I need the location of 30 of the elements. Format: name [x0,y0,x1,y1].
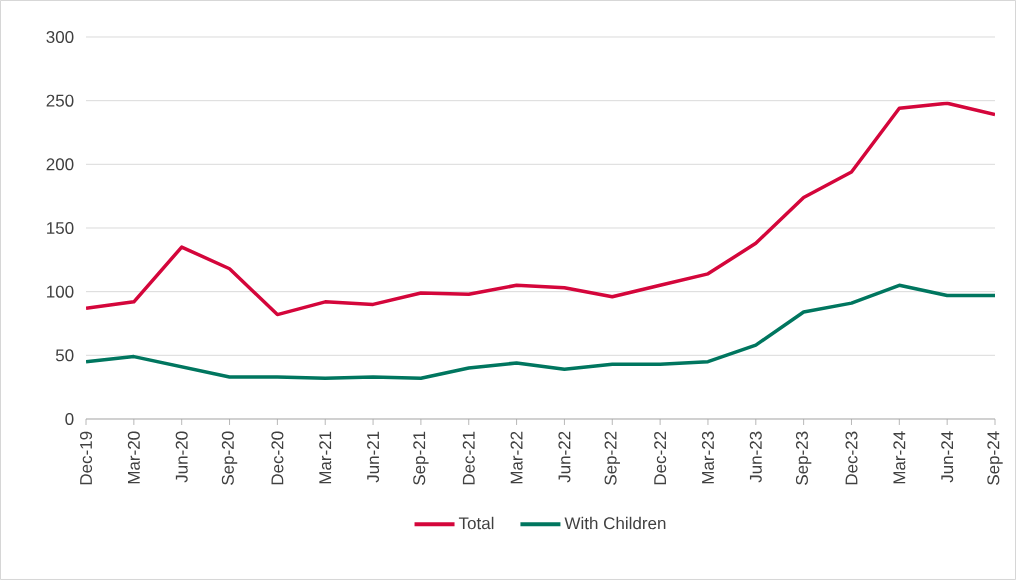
x-tick-label: Dec-21 [462,431,475,485]
x-tick-label: Jun-20 [175,431,188,483]
x-tick-label: Dec-19 [79,431,93,485]
y-tick-label: 50 [55,349,74,362]
x-tick-label: Sep-24 [987,431,1003,485]
x-tick-label: Sep-23 [795,431,812,485]
x-tick-label: Mar-22 [510,431,523,484]
x-tick-label: Dec-22 [654,431,667,485]
y-tick-label: 0 [65,412,74,426]
y-tick-label: 300 [46,30,74,44]
x-tick-label: Sep-20 [221,431,238,485]
x-tick-label: Mar-20 [127,431,140,484]
x-tick-label: Sep-21 [413,431,429,485]
y-tick-label: 100 [47,285,74,298]
x-tick-label: Dec-20 [271,431,284,485]
y-tick-label: 250 [46,94,74,107]
legend-label: Total [458,516,494,530]
legend-label: With Children [564,516,666,530]
x-tick-label: Mar-21 [319,431,332,484]
x-tick-label: Mar-24 [893,431,906,484]
x-tick-label: Jun-23 [749,431,762,483]
x-tick-label: Mar-23 [701,431,714,484]
x-tick-label: Dec-23 [845,431,858,485]
y-tick-label: 150 [47,221,74,235]
y-tick-label: 200 [46,158,74,171]
x-tick-label: Jun-24 [941,431,954,483]
x-tick-label: Jun-21 [367,431,380,483]
line-series [86,101,995,317]
x-tick-label: Jun-22 [558,431,571,483]
x-tick-label: Sep-22 [604,431,620,485]
